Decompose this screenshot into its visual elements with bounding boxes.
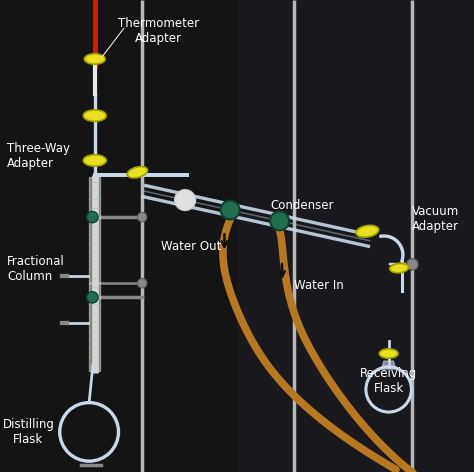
Ellipse shape [128, 167, 147, 178]
Ellipse shape [390, 263, 409, 273]
Text: Distilling
Flask: Distilling Flask [2, 418, 55, 446]
Text: Vacuum
Adapter: Vacuum Adapter [412, 205, 460, 234]
Circle shape [407, 259, 418, 270]
Text: Thermometer
Adapter: Thermometer Adapter [118, 17, 200, 44]
Ellipse shape [83, 110, 106, 121]
Circle shape [174, 190, 195, 211]
Circle shape [137, 278, 147, 288]
Text: Fractional
Column: Fractional Column [7, 255, 65, 283]
Ellipse shape [84, 54, 105, 64]
Circle shape [221, 201, 239, 219]
Text: Water Out: Water Out [161, 240, 221, 253]
Text: Water In: Water In [294, 279, 344, 292]
Circle shape [87, 292, 98, 303]
Ellipse shape [356, 225, 379, 237]
Bar [237, 0, 474, 472]
Text: Condenser: Condenser [270, 199, 334, 212]
Text: Receiving
Flask: Receiving Flask [360, 367, 417, 395]
Circle shape [270, 211, 289, 230]
Circle shape [87, 211, 98, 223]
Polygon shape [382, 361, 396, 369]
Ellipse shape [83, 155, 106, 166]
Ellipse shape [379, 349, 398, 358]
Circle shape [137, 212, 147, 222]
Text: Three-Way
Adapter: Three-Way Adapter [7, 142, 70, 170]
